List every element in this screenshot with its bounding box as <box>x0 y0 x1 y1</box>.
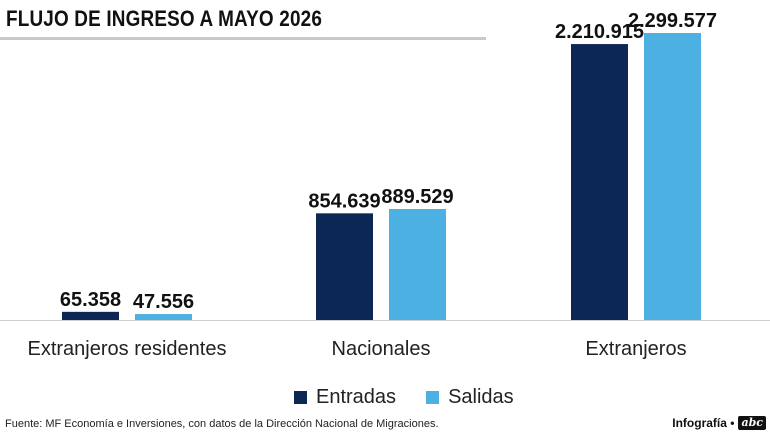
data-label-entradas-0: 65.358 <box>60 289 121 311</box>
chart-title: FLUJO DE INGRESO A MAYO 2026 <box>6 6 323 31</box>
legend-swatch-salidas <box>426 391 440 404</box>
category-label-0: Extranjeros residentes <box>28 338 227 360</box>
title-underline <box>0 37 486 40</box>
bar-entradas-1 <box>316 213 373 320</box>
bar-salidas-0 <box>135 314 192 320</box>
data-label-entradas-1: 854.639 <box>308 190 380 212</box>
data-label-salidas-2: 2.299.577 <box>628 10 717 32</box>
category-label-2: Extranjeros <box>585 338 686 360</box>
legend: Entradas Salidas <box>294 386 514 409</box>
data-label-salidas-0: 47.556 <box>133 291 194 313</box>
source-note: Fuente: MF Economía e Inversiones, con d… <box>5 418 439 430</box>
legend-label-salidas: Salidas <box>448 386 514 408</box>
bar-salidas-1 <box>389 208 446 320</box>
data-label-salidas-1: 889.529 <box>381 186 453 208</box>
legend-item-entradas: Entradas <box>294 386 396 409</box>
bar-salidas-2 <box>644 33 701 320</box>
bar-entradas-0 <box>62 311 119 320</box>
legend-label-entradas: Entradas <box>316 386 397 408</box>
abc-logo: abc <box>738 416 766 430</box>
bar-entradas-2 <box>571 44 628 320</box>
category-label-1: Nacionales <box>332 338 431 360</box>
legend-swatch-entradas <box>294 391 307 404</box>
legend-item-salidas: Salidas <box>426 386 514 409</box>
credit-label: Infografía • <box>672 416 735 430</box>
credit: Infografía • abc <box>672 416 766 430</box>
data-label-entradas-2: 2.210.915 <box>555 21 644 43</box>
